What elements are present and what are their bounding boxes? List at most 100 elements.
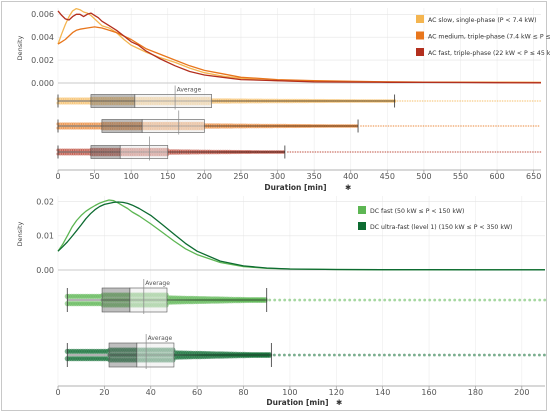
outlier-point bbox=[527, 151, 529, 153]
outlier-point bbox=[413, 298, 417, 302]
outlier-point bbox=[529, 100, 531, 102]
outlier-point bbox=[370, 125, 372, 127]
data-point bbox=[58, 122, 62, 126]
outlier-point bbox=[482, 353, 486, 357]
data-point bbox=[76, 101, 80, 105]
outlier-point bbox=[447, 151, 449, 153]
box-upper-half bbox=[129, 287, 168, 313]
outlier-point bbox=[297, 151, 299, 153]
data-point bbox=[83, 126, 87, 130]
outlier-point bbox=[490, 125, 492, 127]
legend-swatch bbox=[358, 206, 366, 214]
x-axis-title: Duration [min] bbox=[266, 398, 328, 407]
outlier-point bbox=[532, 151, 534, 153]
outlier-point bbox=[409, 151, 412, 153]
data-point bbox=[92, 153, 96, 157]
legend-swatch bbox=[416, 48, 424, 56]
outlier-point bbox=[534, 151, 537, 153]
box-lower-half bbox=[101, 287, 131, 313]
x-tick-label: 160 bbox=[421, 388, 436, 397]
outlier-point bbox=[427, 151, 429, 153]
x-tick-label: 450 bbox=[380, 172, 395, 181]
outlier-point bbox=[338, 298, 342, 302]
data-point bbox=[69, 126, 73, 130]
outlier-point bbox=[368, 298, 372, 302]
data-point bbox=[105, 121, 109, 125]
outlier-point bbox=[372, 353, 376, 357]
x-tick-label: 20 bbox=[99, 388, 109, 397]
data-point bbox=[63, 152, 67, 156]
outlier-point bbox=[456, 100, 459, 102]
legend-label: AC slow, single-phase (P < 7.4 kW) bbox=[428, 17, 537, 24]
outlier-point bbox=[525, 125, 527, 127]
data-point bbox=[76, 152, 80, 156]
data-point bbox=[109, 121, 114, 125]
outlier-point bbox=[446, 100, 449, 102]
outlier-point bbox=[482, 125, 485, 127]
density-line-2 bbox=[57, 26, 542, 84]
data-point bbox=[116, 153, 120, 157]
outlier-point bbox=[373, 298, 377, 302]
outlier-point bbox=[479, 151, 482, 153]
x-tick-label: 550 bbox=[453, 172, 468, 181]
outlier-point bbox=[317, 151, 319, 153]
data-point bbox=[98, 147, 102, 151]
outlier-point bbox=[403, 298, 407, 302]
outlier-point bbox=[515, 125, 517, 127]
data-point bbox=[125, 96, 129, 100]
data-point bbox=[116, 127, 120, 131]
data-point bbox=[92, 122, 96, 126]
outlier-point bbox=[478, 298, 482, 302]
outlier-point bbox=[289, 151, 292, 153]
outlier-point bbox=[392, 125, 395, 127]
box-lower-half bbox=[108, 342, 138, 368]
data-point bbox=[78, 97, 82, 101]
outlier-point bbox=[476, 100, 479, 102]
outlier-point bbox=[418, 298, 422, 302]
data-point bbox=[101, 96, 105, 100]
outlier-point bbox=[390, 125, 392, 127]
data-point bbox=[80, 126, 85, 130]
data-point bbox=[107, 127, 111, 131]
outlier-point bbox=[318, 298, 322, 302]
x-tick-label: 150 bbox=[160, 172, 175, 181]
data-point bbox=[65, 152, 69, 156]
y-tick-label: 0.000 bbox=[31, 79, 54, 88]
outlier-point bbox=[354, 151, 357, 153]
outlier-point bbox=[460, 125, 462, 127]
box-upper-half bbox=[136, 342, 175, 368]
data-point bbox=[121, 102, 125, 106]
outlier-point bbox=[401, 100, 404, 102]
outlier-point bbox=[444, 151, 447, 153]
legend-swatch bbox=[416, 15, 424, 23]
x-tick-label: 250 bbox=[233, 172, 248, 181]
data-point bbox=[60, 97, 65, 101]
outlier-point bbox=[423, 298, 427, 302]
data-point bbox=[58, 101, 62, 105]
outlier-point bbox=[519, 100, 521, 102]
data-point bbox=[136, 127, 140, 131]
data-point bbox=[138, 127, 143, 131]
outlier-point bbox=[388, 298, 392, 302]
data-point bbox=[116, 102, 120, 106]
outlier-point bbox=[529, 151, 532, 153]
data-point bbox=[63, 97, 67, 101]
data-point bbox=[74, 122, 78, 126]
outlier-point bbox=[457, 353, 461, 357]
outlier-point bbox=[517, 353, 521, 357]
outlier-point bbox=[374, 151, 377, 153]
outlier-point bbox=[378, 298, 382, 302]
outlier-point bbox=[533, 298, 537, 302]
outlier-point bbox=[303, 298, 307, 302]
outlier-point bbox=[407, 125, 410, 127]
data-point bbox=[101, 102, 105, 106]
box-upper-half bbox=[119, 145, 169, 159]
outlier-point bbox=[522, 125, 525, 127]
outlier-point bbox=[287, 353, 291, 357]
outlier-point bbox=[512, 125, 515, 127]
outlier-point bbox=[489, 100, 491, 102]
data-point bbox=[76, 148, 80, 152]
data-point bbox=[80, 152, 85, 156]
outlier-point bbox=[337, 151, 339, 153]
outlier-point bbox=[406, 100, 409, 102]
